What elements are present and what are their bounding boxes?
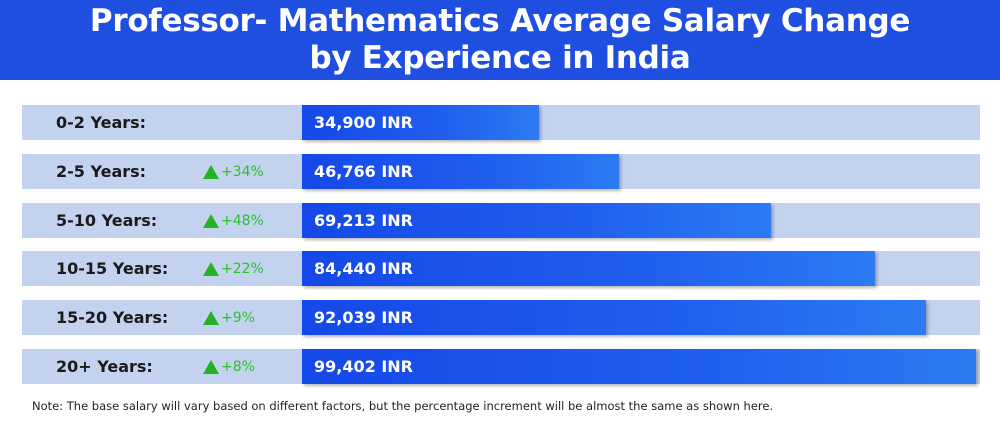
increase-percent: +48% [221,212,264,229]
bar-value-label: 69,213 INR [314,211,413,230]
increase-indicator: +9% [203,300,255,335]
chart-title-line-2: by Experience in India [309,40,691,76]
category-label: 0-2 Years: [56,113,147,132]
increase-percent: +22% [221,260,264,277]
bar-value-label: 84,440 INR [314,259,413,278]
increase-indicator: +8% [203,349,255,384]
bar-value-label: 34,900 INR [314,113,413,132]
increase-indicator: +34% [203,154,264,189]
footnote: Note: The base salary will vary based on… [32,399,774,413]
bar-value-label: 46,766 INR [314,162,413,181]
category-label: 15-20 Years: [56,308,169,327]
up-triangle-icon [203,310,219,325]
bar-value-label: 92,039 INR [314,308,413,327]
increase-percent: +34% [221,163,264,180]
chart-header: Professor- Mathematics Average Salary Ch… [0,0,1000,80]
increase-indicator: +22% [203,251,264,286]
chart-row: 5-10 Years: +48% 69,213 INR [22,203,980,238]
up-triangle-icon [203,164,219,179]
up-triangle-icon [203,213,219,228]
bar-value-label: 99,402 INR [314,357,413,376]
up-triangle-icon [203,359,219,374]
salary-bar [302,300,926,335]
salary-bar [302,349,976,384]
chart-row: 2-5 Years: +34% 46,766 INR [22,154,980,189]
salary-bar [302,203,772,238]
category-label: 10-15 Years: [56,259,169,278]
up-triangle-icon [203,261,219,276]
category-label: 20+ Years: [56,357,153,376]
chart-row: 20+ Years: +8% 99,402 INR [22,349,980,384]
category-label: 2-5 Years: [56,162,147,181]
salary-bar [302,105,539,140]
chart-row: 10-15 Years: +22% 84,440 INR [22,251,980,286]
salary-bar [302,251,875,286]
increase-percent: +9% [221,309,255,326]
salary-bar [302,154,620,189]
increase-indicator: +48% [203,203,264,238]
chart-row: 0-2 Years: 34,900 INR [22,105,980,140]
chart-row: 15-20 Years: +9% 92,039 INR [22,300,980,335]
chart-title-line-1: Professor- Mathematics Average Salary Ch… [89,3,911,39]
category-label: 5-10 Years: [56,211,158,230]
increase-percent: +8% [221,358,255,375]
